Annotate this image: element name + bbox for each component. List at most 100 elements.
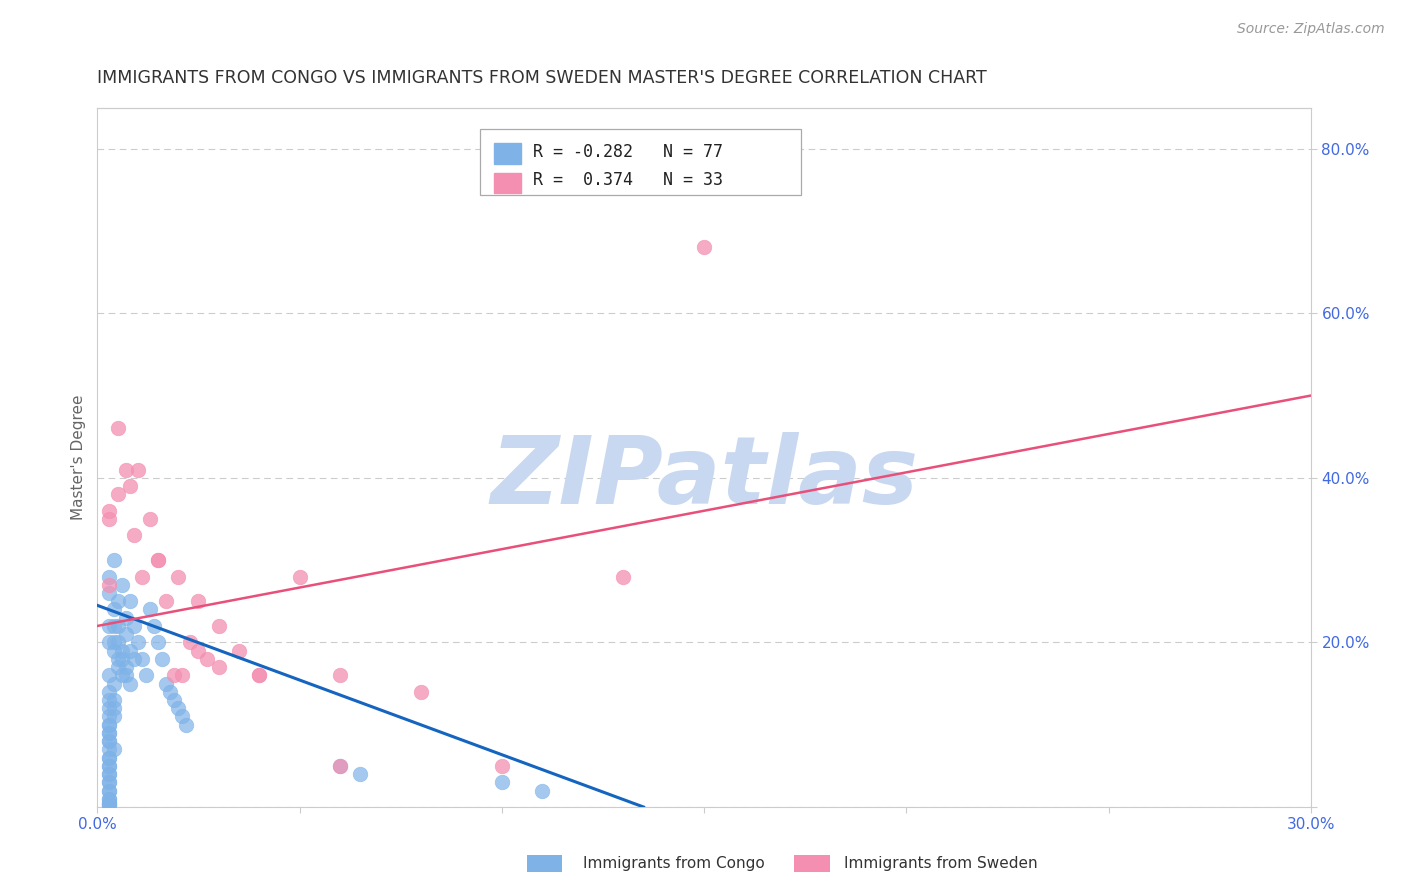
Point [98,791,121,805]
Point [107,619,129,633]
Point [103,602,125,616]
Point [195,652,218,666]
Point [167,701,190,715]
Point [98,635,121,649]
Point [131,652,153,666]
Point [118,676,141,690]
Point [98,504,121,518]
Point [114,462,136,476]
Point [329,759,352,773]
Point [98,734,121,748]
Point [114,660,136,674]
Point [98,797,121,812]
Point [98,693,121,707]
Point [122,528,145,542]
Point [187,643,209,657]
Point [98,796,121,810]
Point [98,726,121,740]
Point [98,717,121,731]
Point [172,668,194,682]
Point [612,569,634,583]
Point [111,652,134,666]
Point [98,759,121,773]
FancyBboxPatch shape [479,128,801,195]
Point [491,759,513,773]
Y-axis label: Master's Degree: Master's Degree [72,394,86,520]
Point [103,709,125,723]
Point [409,685,432,699]
Point [111,578,134,592]
Text: Immigrants from Sweden: Immigrants from Sweden [844,856,1038,871]
Point [98,775,121,789]
Point [693,240,716,254]
Point [98,668,121,682]
Point [107,635,129,649]
Point [146,635,169,649]
Point [247,668,270,682]
Point [187,594,209,608]
Point [103,553,125,567]
Point [98,701,121,715]
Point [150,652,173,666]
Point [127,462,149,476]
Point [127,635,149,649]
Point [98,767,121,781]
Point [103,693,125,707]
Point [98,586,121,600]
Point [208,619,231,633]
Point [114,611,136,625]
Point [98,734,121,748]
Point [103,619,125,633]
Point [98,798,121,813]
Point [139,512,162,526]
Point [98,569,121,583]
Point [107,421,129,435]
Point [98,767,121,781]
Point [122,619,145,633]
Point [111,643,134,657]
Text: Source: ZipAtlas.com: Source: ZipAtlas.com [1237,22,1385,37]
Point [103,676,125,690]
Text: IMMIGRANTS FROM CONGO VS IMMIGRANTS FROM SWEDEN MASTER'S DEGREE CORRELATION CHAR: IMMIGRANTS FROM CONGO VS IMMIGRANTS FROM… [97,69,987,87]
Text: R = -0.282   N = 77: R = -0.282 N = 77 [533,143,723,161]
Point [103,635,125,649]
Point [114,627,136,641]
Point [122,652,145,666]
Point [163,693,186,707]
Point [131,569,153,583]
Point [172,709,194,723]
Point [98,685,121,699]
Point [329,668,352,682]
Point [118,594,141,608]
Point [491,775,513,789]
Point [98,791,121,805]
Text: ZIPatlas: ZIPatlas [491,433,918,524]
Point [531,783,554,797]
Point [98,512,121,526]
Point [107,487,129,501]
Point [135,668,157,682]
Point [98,750,121,764]
Point [176,717,198,731]
Point [208,660,231,674]
Point [103,742,125,756]
Point [98,783,121,797]
Point [143,619,166,633]
Point [103,701,125,715]
Point [107,652,129,666]
Point [98,775,121,789]
Point [155,676,177,690]
Point [146,553,169,567]
Point [247,668,270,682]
Point [349,767,371,781]
Point [167,569,190,583]
Point [155,594,177,608]
Point [111,668,134,682]
Point [114,668,136,682]
Point [159,685,181,699]
Point [228,643,250,657]
Point [118,643,141,657]
Point [288,569,311,583]
Point [139,602,162,616]
Point [98,783,121,797]
